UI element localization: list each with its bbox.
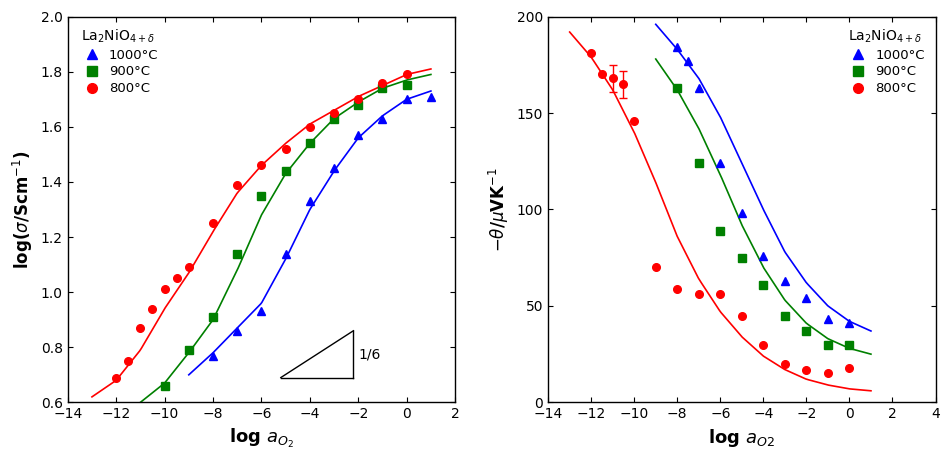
Legend: 1000°C, 900°C, 800°C: 1000°C, 900°C, 800°C — [841, 23, 929, 100]
Legend: 1000°C, 900°C, 800°C: 1000°C, 900°C, 800°C — [74, 23, 162, 100]
Y-axis label: $-\theta$/$\mu$VK$^{-1}$: $-\theta$/$\mu$VK$^{-1}$ — [487, 167, 512, 252]
Y-axis label: log($\sigma$/Scm$^{-1}$): log($\sigma$/Scm$^{-1}$) — [11, 150, 35, 269]
X-axis label: log $a_{O2}$: log $a_{O2}$ — [708, 427, 775, 449]
Text: 1/6: 1/6 — [359, 347, 380, 361]
X-axis label: log $a_{O_2}$: log $a_{O_2}$ — [229, 427, 294, 450]
